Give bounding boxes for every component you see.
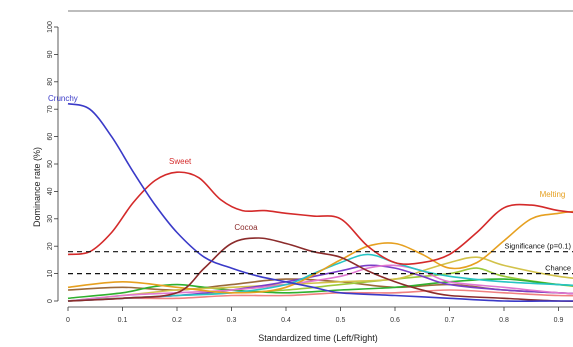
series-line: [67, 278, 573, 300]
y-tick-label: 100: [47, 21, 54, 33]
x-tick-label: 0: [66, 317, 70, 324]
reference-line-label: Chance: [545, 264, 571, 273]
x-tick-label: 0.4: [281, 317, 291, 324]
y-axis: 0 10 20 30 40 50 60 70 80 90 100: [47, 21, 59, 303]
x-tick-label: 0.8: [499, 317, 509, 324]
series-label-melting: Melting: [540, 190, 566, 199]
x-tick-label: 0.9: [554, 317, 564, 324]
series-line-sweet: [67, 171, 573, 265]
y-tick-label: 90: [47, 50, 54, 58]
x-tick-label: 0.1: [118, 317, 128, 324]
y-tick-label: 30: [47, 215, 54, 223]
y-tick-label: 70: [47, 105, 54, 113]
series-layer: [67, 102, 573, 303]
y-tick-label: 10: [47, 270, 54, 278]
x-axis: 0 0.1 0.2 0.3 0.4 0.5 0.6 0.7 0.8 0.9: [66, 306, 573, 324]
series-label-sweet: Sweet: [169, 157, 192, 166]
y-tick-label: 60: [47, 133, 54, 141]
y-tick-label: 40: [47, 187, 54, 195]
series-line-cocoa: [67, 237, 573, 303]
series-label-crunchy: Crunchy: [48, 94, 78, 103]
y-tick-label: 0: [47, 299, 54, 303]
y-tick-label: 20: [47, 242, 54, 250]
y-tick-label: 80: [47, 78, 54, 86]
series-line-melting: [67, 210, 573, 294]
x-tick-label: 0.5: [336, 317, 346, 324]
series-line-crunchy: [67, 102, 573, 303]
y-tick-label: 50: [47, 160, 54, 168]
reference-lines: Significance (p=0.1) Chance: [68, 242, 573, 275]
series-line: [67, 256, 573, 302]
x-tick-label: 0.7: [445, 317, 455, 324]
series-labels: Crunchy Sweet Cocoa Melting: [48, 94, 565, 232]
x-tick-label: 0.3: [227, 317, 237, 324]
x-tick-label: 0.6: [390, 317, 400, 324]
x-axis-title: Standardized time (Left/Right): [258, 333, 378, 343]
y-axis-title: Dominance rate (%): [32, 147, 42, 227]
series-label-cocoa: Cocoa: [234, 223, 258, 232]
reference-line-label: Significance (p=0.1): [505, 242, 572, 251]
x-tick-label: 0.2: [172, 317, 182, 324]
series-line: [67, 253, 573, 302]
